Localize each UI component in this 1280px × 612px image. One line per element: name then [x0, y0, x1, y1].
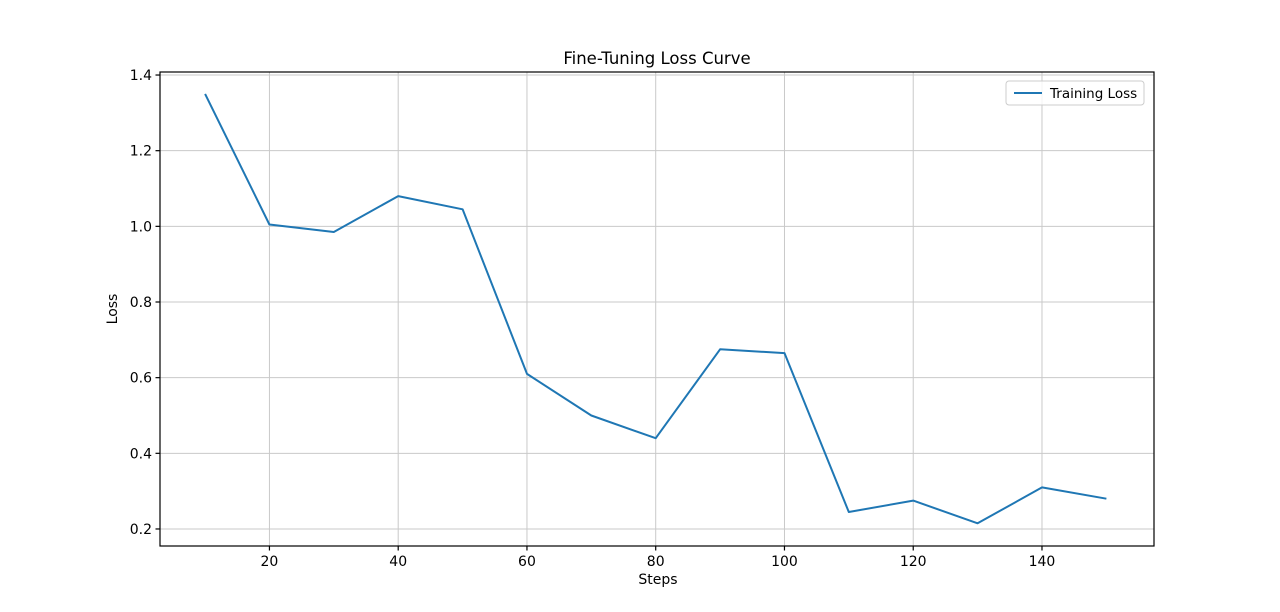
y-tick-label: 0.6	[130, 371, 152, 387]
y-tick-label: 1.4	[130, 68, 152, 84]
y-tick-label: 1.2	[130, 144, 152, 160]
plot-area	[160, 72, 1154, 546]
x-tick-label: 40	[389, 554, 407, 570]
y-tick-label: 0.2	[130, 522, 152, 538]
y-tick-label: 0.4	[130, 446, 152, 462]
y-axis-label: Loss	[105, 294, 121, 325]
y-tick-label: 1.0	[130, 219, 152, 235]
x-tick-label: 20	[261, 554, 279, 570]
x-tick-label: 60	[518, 554, 536, 570]
chart-title: Fine-Tuning Loss Curve	[563, 49, 750, 68]
y-axis-ticks: 0.2 0.4 0.6 0.8 1.0 1.2 1.4	[130, 68, 160, 538]
axes-spines	[159, 71, 1155, 547]
legend-box	[1005, 80, 1145, 106]
x-axis-label: Steps	[638, 572, 677, 588]
x-tick-label: 120	[900, 554, 927, 570]
legend: Training Loss	[1005, 80, 1145, 106]
y-tick-label: 0.8	[130, 295, 152, 311]
grid-lines	[160, 72, 1154, 546]
x-tick-label: 80	[647, 554, 665, 570]
training-loss-line	[204, 93, 1107, 525]
x-tick-label: 100	[771, 554, 798, 570]
legend-label: Training Loss	[1049, 86, 1137, 102]
x-axis-ticks: 20 40 60 80 100 120 140	[261, 546, 1056, 570]
x-tick-label: 140	[1029, 554, 1056, 570]
